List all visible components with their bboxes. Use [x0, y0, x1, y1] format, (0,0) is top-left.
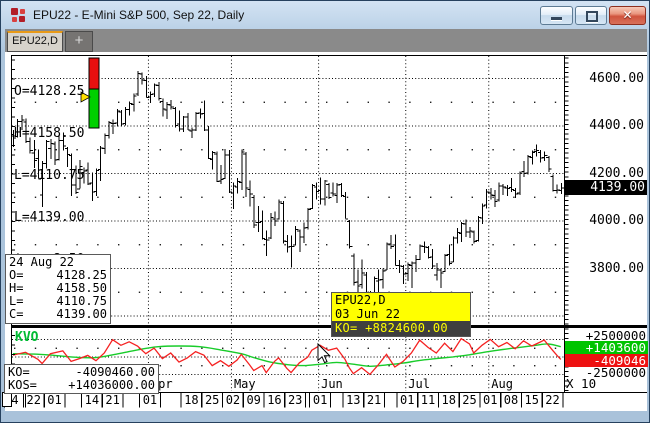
- restore-icon: [586, 11, 598, 22]
- date-tick-label: 23: [287, 393, 303, 407]
- kos-label: KOS=: [8, 378, 37, 392]
- date-tick-label: 09: [246, 393, 261, 407]
- minimize-icon: [551, 17, 562, 20]
- close-button[interactable]: ✕: [609, 6, 646, 25]
- date-tick-label: 16: [267, 393, 282, 407]
- price-tick: 4200.00: [589, 166, 644, 181]
- titlebar[interactable]: EPU22 - E-Mini S&P 500, Sep 22, Daily ✕: [1, 1, 649, 29]
- add-tab-button[interactable]: +: [65, 31, 93, 52]
- date-tick-label: 21: [366, 393, 382, 407]
- price-tick: 4600.00: [589, 71, 644, 86]
- quote-high: H=4158.50: [14, 126, 85, 141]
- tooltip-low-value: 4110.75: [56, 294, 107, 308]
- data-tooltip-date: 03 Jun 22: [332, 307, 470, 321]
- price-tick: 4400.00: [589, 118, 644, 133]
- tab-chart[interactable]: EPU22,D: [7, 31, 63, 52]
- month-label: Jun: [321, 377, 343, 391]
- kos-value: +14036000.00: [68, 378, 155, 392]
- date-tick-label: 14: [84, 393, 100, 407]
- kvo-scale-top: +2500000: [585, 328, 646, 343]
- data-tooltip-symbol: EPU22,D: [332, 293, 470, 307]
- date-tick-label: 25: [204, 393, 220, 407]
- quote-low: L=4110.75: [14, 168, 85, 183]
- restore-button[interactable]: [575, 6, 607, 25]
- date-tick-label: 13: [346, 393, 361, 407]
- quote-open: O=4128.25: [14, 84, 85, 99]
- data-tooltip-value: KO= +8824600.00: [332, 321, 470, 336]
- indicator-values-box: KO= -4090460.00 KOS= +14036000.00: [4, 364, 159, 394]
- date-tick-label: 4: [11, 393, 19, 407]
- price-tick: 4000.00: [589, 213, 644, 228]
- quote-last: L=4139.00: [14, 210, 85, 225]
- date-tick-label: 01: [142, 393, 158, 407]
- month-label: Jul: [408, 377, 430, 391]
- date-tick-label: 01: [483, 393, 498, 407]
- last-price-badge: 4139.00: [565, 179, 647, 195]
- date-tick-label: 22: [545, 393, 560, 407]
- kvo-scale-bottom: -2500000: [585, 365, 646, 380]
- chart-area[interactable]: [5, 52, 647, 411]
- tooltip-high-value: 4158.50: [56, 281, 107, 295]
- date-tick-label: 11: [420, 393, 436, 407]
- tooltip-high-label: H=: [9, 281, 24, 295]
- tooltip-close-value: 4139.00: [56, 307, 107, 321]
- data-tooltip: EPU22,D 03 Jun 22 KO= +8824600.00: [331, 292, 471, 337]
- month-label: Aug: [491, 377, 513, 391]
- tab-bar: EPU22,D +: [5, 29, 647, 52]
- ohlc-tooltip: 24 Aug 22 O= 4128.25 H= 4158.50 L= 4110.75 …: [5, 254, 111, 324]
- date-tick-label: 08: [503, 393, 519, 407]
- month-label: May: [233, 377, 256, 391]
- date-tick-label: 02: [225, 393, 241, 407]
- tooltip-close-label: C=: [9, 307, 24, 321]
- indicator-name-label: KVO: [15, 330, 39, 345]
- date-tick-label: 21: [105, 393, 120, 407]
- date-tick-label: 18: [441, 393, 456, 407]
- window-title: EPU22 - E-Mini S&P 500, Sep 22, Daily: [33, 8, 245, 22]
- date-tick-label: 01: [47, 393, 62, 407]
- ko-value-badge: -409046: [565, 354, 648, 367]
- tooltip-date: 24 Aug 22: [9, 255, 75, 269]
- date-tick-label: 25: [462, 393, 477, 407]
- minimize-button[interactable]: [540, 6, 573, 25]
- date-tick-label: 01: [400, 393, 415, 407]
- kos-value-badge: +1403600: [565, 341, 648, 354]
- date-tick-label: 18: [184, 393, 199, 407]
- scale-multiplier: X 10: [566, 376, 597, 391]
- tooltip-open-value: 4128.25: [56, 268, 107, 282]
- app-icon[interactable]: [10, 7, 27, 24]
- date-tick-label: 01: [312, 393, 328, 407]
- close-icon: ✕: [622, 8, 633, 22]
- date-tick-label: 22: [26, 393, 41, 407]
- price-tick: 3800.00: [589, 261, 644, 276]
- date-tick-label: 15: [524, 393, 539, 407]
